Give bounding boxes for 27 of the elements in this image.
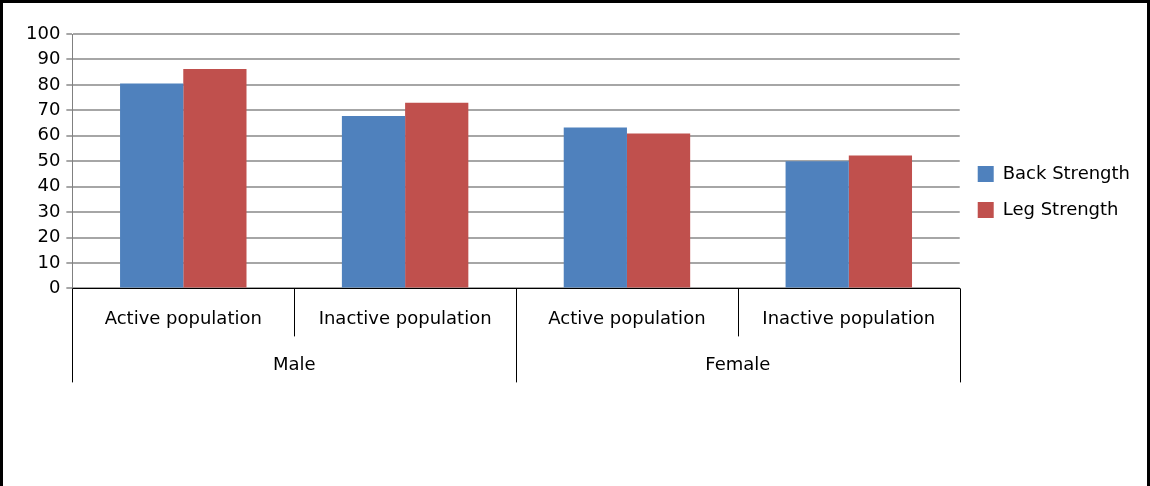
- legend-label: Back Strength: [1002, 161, 1131, 183]
- bar: [183, 69, 247, 288]
- x-tick-label: Active population: [104, 306, 262, 328]
- bar: [563, 127, 627, 288]
- bar: [848, 155, 913, 288]
- legend-label: Leg Strength: [1002, 197, 1119, 219]
- bar: [785, 161, 849, 288]
- text: Male: [272, 353, 316, 375]
- y-tick-label: 40: [37, 174, 61, 196]
- y-tick-label: 30: [37, 199, 61, 221]
- y-tick-label: 100: [26, 21, 61, 43]
- y-tick-label: 90: [37, 47, 61, 69]
- bar: [405, 102, 469, 288]
- y-tick-label: 20: [37, 225, 61, 247]
- y-tick-label: 60: [37, 123, 61, 145]
- bar: [120, 83, 184, 288]
- y-tick-label: 80: [37, 72, 61, 94]
- x-tick-label: Inactive population: [318, 306, 492, 328]
- y-tick-label: 70: [37, 97, 61, 119]
- text: Female: [705, 353, 771, 375]
- y-tick-label: 10: [37, 250, 61, 272]
- x-tick-label: Active population: [548, 306, 706, 328]
- y-tick-label: 0: [48, 276, 61, 298]
- bar: [341, 115, 406, 288]
- x-tick-label: Inactive population: [762, 306, 936, 328]
- y-tick-label: 50: [37, 148, 61, 170]
- bar: [626, 133, 691, 288]
